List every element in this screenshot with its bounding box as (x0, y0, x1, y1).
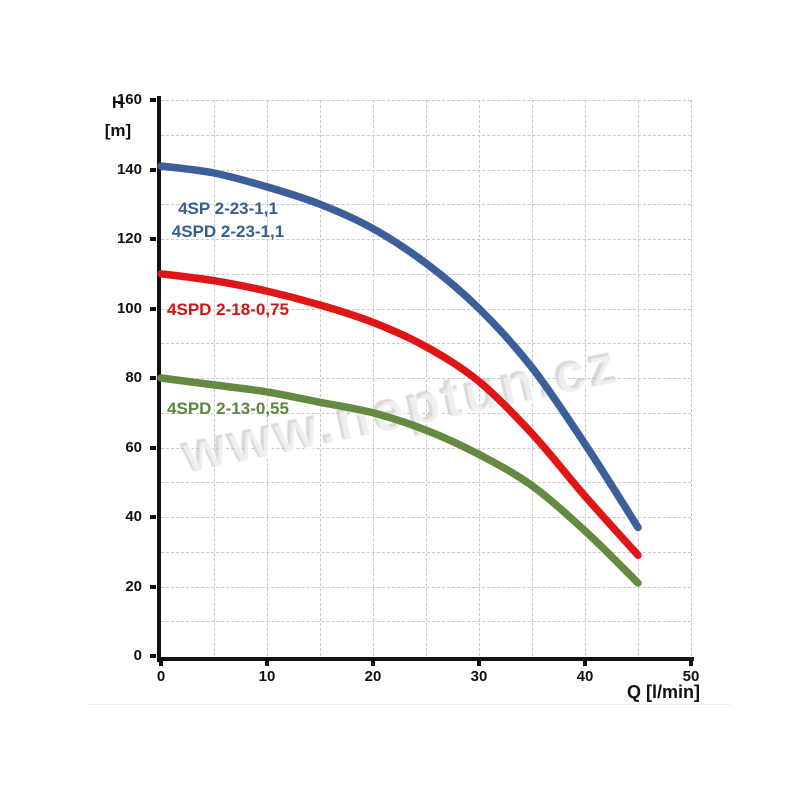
gridline-horizontal (161, 551, 691, 553)
x-tick-mark (477, 661, 481, 666)
y-tick-label: 120 (116, 230, 142, 247)
y-tick-label: 0 (133, 647, 142, 664)
x-axis-line (156, 656, 694, 661)
gridline-horizontal (161, 447, 691, 449)
curve-label-blue-line1: 4SP 2-23-1,1 (178, 199, 278, 218)
gridline-horizontal (161, 204, 691, 206)
y-tick-mark (150, 237, 156, 241)
y-tick-label: 100 (116, 299, 142, 317)
gridline-vertical (691, 100, 692, 656)
gridline-horizontal (161, 308, 691, 310)
y-tick-label: 40 (125, 508, 142, 525)
curve-label-red: 4SPD 2-18-0,75 (167, 300, 289, 319)
y-tick-mark (150, 167, 156, 172)
y-tick-mark (150, 584, 156, 589)
x-tick-label: 20 (364, 668, 382, 685)
x-tick-mark (371, 661, 375, 666)
gridline-horizontal (161, 586, 691, 588)
image-bottom-edge (88, 704, 730, 705)
curve-green (157, 374, 642, 587)
gridline-horizontal (161, 134, 691, 136)
curve-blue (157, 162, 642, 532)
y-tick-mark (150, 445, 156, 450)
gridline-horizontal (161, 412, 691, 414)
gridline-horizontal (161, 482, 691, 484)
x-tick-label: 10 (258, 668, 276, 685)
y-tick-label: 140 (116, 160, 142, 178)
y-axis-title-symbol: H (111, 93, 125, 112)
y-tick-label: 60 (125, 438, 142, 456)
x-tick-mark (159, 661, 163, 666)
y-tick-mark (150, 376, 156, 380)
curve-label-green: 4SPD 2-13-0,55 (167, 399, 289, 418)
x-tick-mark (583, 661, 587, 666)
x-tick-mark (689, 661, 693, 666)
y-axis-title-unit: [m] (104, 121, 132, 140)
gridline-horizontal (161, 239, 691, 240)
gridline-horizontal (161, 100, 691, 101)
x-tick-mark (265, 661, 269, 666)
gridline-horizontal (161, 378, 691, 379)
y-tick-label: 160 (116, 91, 142, 108)
gridline-horizontal (161, 169, 691, 171)
gridline-horizontal (161, 273, 691, 275)
curve-label-blue: 4SP 2-23-1,1 4SPD 2-23-1,1 (149, 197, 307, 243)
y-tick-mark (150, 515, 156, 519)
x-tick-label: 40 (576, 668, 594, 685)
x-axis-title: Q [l/min] (627, 682, 700, 702)
curve-label-blue-line2: 4SPD 2-23-1,1 (171, 222, 285, 241)
y-tick-mark (150, 306, 156, 311)
x-tick-label: 50 (682, 668, 700, 685)
gridline-horizontal (161, 517, 691, 518)
y-tick-label: 80 (125, 369, 142, 386)
x-tick-label: 0 (156, 668, 166, 685)
y-tick-mark (150, 98, 156, 102)
curve-red (157, 270, 642, 559)
x-tick-label: 30 (470, 668, 488, 685)
gridline-horizontal (161, 621, 691, 623)
y-tick-label: 20 (125, 577, 142, 595)
y-tick-mark (150, 654, 156, 658)
